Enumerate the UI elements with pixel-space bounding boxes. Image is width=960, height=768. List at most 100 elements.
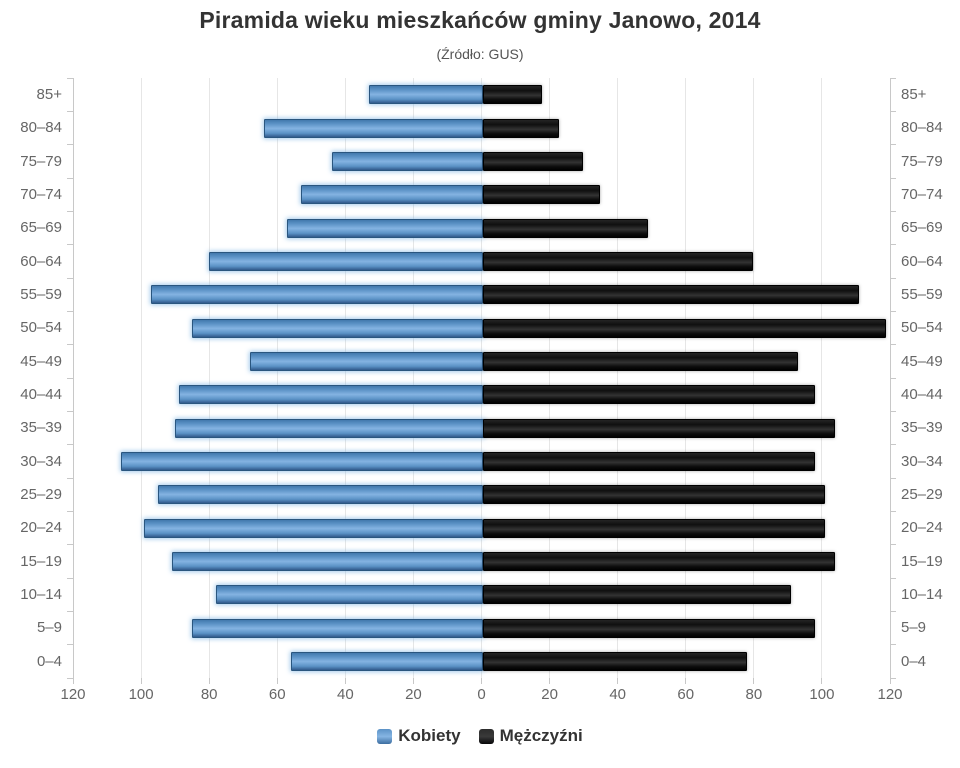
- right-axis-tick: [890, 677, 896, 679]
- male-bar-60–64[interactable]: [482, 251, 754, 271]
- male-bar-25–29[interactable]: [482, 485, 825, 505]
- male-bar-5–9[interactable]: [482, 618, 815, 638]
- x-gridline: [753, 78, 755, 678]
- male-bar-10–14[interactable]: [482, 585, 791, 605]
- female-bar-0–4[interactable]: [290, 651, 484, 671]
- right-axis-tick: [890, 210, 896, 212]
- male-bar-65–69[interactable]: [482, 218, 648, 238]
- female-bar-50–54[interactable]: [192, 318, 484, 338]
- legend-item-kobiety[interactable]: Kobiety: [377, 726, 461, 746]
- x-gridline: [412, 78, 414, 678]
- right-axis-tick: [890, 110, 896, 112]
- right-axis-tick: [890, 377, 896, 379]
- chart-title: Piramida wieku mieszkańców gminy Janowo,…: [199, 7, 761, 33]
- age-label-right: 55–59: [901, 286, 943, 303]
- female-bar-20–24[interactable]: [144, 518, 484, 538]
- left-axis-tick: [67, 377, 73, 379]
- x-axis-label: 120: [877, 686, 903, 703]
- legend-item-mezczyzni[interactable]: Mężczyźni: [478, 726, 583, 746]
- male-bar-70–74[interactable]: [482, 185, 601, 205]
- male-bar-20–24[interactable]: [482, 518, 825, 538]
- kobiety-swatch-icon: [377, 728, 393, 744]
- age-label-left: 40–44: [20, 386, 62, 403]
- left-axis-tick: [67, 344, 73, 346]
- female-bar-80–84[interactable]: [263, 118, 484, 138]
- x-gridline: [276, 78, 278, 678]
- x-gridline: [344, 78, 346, 678]
- x-axis-label: 40: [609, 686, 626, 703]
- male-bar-0–4[interactable]: [482, 651, 747, 671]
- age-label-right: 70–74: [901, 186, 943, 203]
- female-bar-10–14[interactable]: [215, 585, 484, 605]
- age-label-left: 35–39: [20, 419, 62, 437]
- left-axis-tick: [67, 644, 73, 646]
- male-bar-35–39[interactable]: [482, 418, 836, 438]
- age-label-right: 80–84: [901, 119, 943, 137]
- age-label-right: 30–34: [901, 452, 943, 470]
- left-axis-tick: [67, 210, 73, 212]
- age-label-right: 25–29: [901, 486, 943, 503]
- male-bar-80–84[interactable]: [482, 118, 560, 138]
- age-label-left: 75–79: [20, 152, 62, 170]
- age-label-right: 85+: [901, 86, 927, 103]
- x-axis-tick: [344, 678, 346, 684]
- right-axis-tick: [890, 344, 896, 346]
- age-label-left: 25–29: [20, 486, 62, 503]
- right-axis-tick: [890, 544, 896, 546]
- x-axis-label: 60: [268, 686, 286, 703]
- x-axis-tick: [889, 678, 891, 684]
- x-gridline: [549, 78, 551, 678]
- female-bar-35–39[interactable]: [175, 418, 484, 438]
- male-bar-85+[interactable]: [482, 85, 543, 105]
- x-axis-label: 80: [745, 686, 763, 703]
- male-bar-55–59[interactable]: [482, 285, 859, 305]
- age-label-left: 20–24: [20, 519, 62, 537]
- male-bar-30–34[interactable]: [482, 451, 815, 471]
- x-axis-label: 120: [60, 686, 86, 703]
- x-gridline: [821, 78, 823, 678]
- age-label-left: 70–74: [20, 186, 62, 203]
- female-bar-30–34[interactable]: [120, 451, 484, 471]
- age-label-right: 15–19: [901, 552, 943, 570]
- age-label-right: 60–64: [901, 252, 943, 270]
- right-axis-tick: [890, 310, 896, 312]
- female-bar-85+[interactable]: [369, 85, 484, 105]
- age-label-right: 5–9: [901, 619, 927, 637]
- female-bar-65–69[interactable]: [287, 218, 484, 238]
- right-axis-tick: [890, 644, 896, 646]
- female-bar-70–74[interactable]: [301, 185, 484, 205]
- female-bar-75–79[interactable]: [331, 151, 484, 171]
- age-label-left: 10–14: [20, 586, 62, 603]
- right-axis-tick: [890, 177, 896, 179]
- left-axis-tick: [67, 177, 73, 179]
- age-label-left: 15–19: [20, 552, 62, 570]
- female-bar-25–29[interactable]: [158, 485, 484, 505]
- age-label-right: 50–54: [901, 319, 943, 337]
- age-label-right: 10–14: [901, 586, 943, 603]
- left-axis-tick: [67, 544, 73, 546]
- x-axis-tick: [276, 678, 278, 684]
- right-axis-tick: [890, 510, 896, 512]
- age-label-right: 40–44: [901, 386, 943, 403]
- female-bar-55–59[interactable]: [151, 285, 484, 305]
- x-axis-label: 0: [477, 686, 486, 703]
- right-axis-tick: [890, 577, 896, 579]
- age-label-left: 60–64: [20, 252, 62, 270]
- male-bar-50–54[interactable]: [482, 318, 887, 338]
- chart-subtitle: (Źródło: GUS): [436, 46, 524, 62]
- right-axis-tick: [890, 610, 896, 612]
- age-label-left: 85+: [36, 86, 62, 103]
- right-axis-tick: [890, 444, 896, 446]
- female-bar-5–9[interactable]: [192, 618, 484, 638]
- female-bar-40–44[interactable]: [178, 385, 484, 405]
- x-axis-tick: [821, 678, 823, 684]
- male-bar-15–19[interactable]: [482, 551, 836, 571]
- female-bar-45–49[interactable]: [250, 351, 484, 371]
- male-bar-75–79[interactable]: [482, 151, 584, 171]
- female-bar-15–19[interactable]: [171, 551, 484, 571]
- male-bar-40–44[interactable]: [482, 385, 815, 405]
- left-axis-tick: [67, 610, 73, 612]
- left-axis-tick: [67, 144, 73, 146]
- female-bar-60–64[interactable]: [209, 251, 484, 271]
- male-bar-45–49[interactable]: [482, 351, 798, 371]
